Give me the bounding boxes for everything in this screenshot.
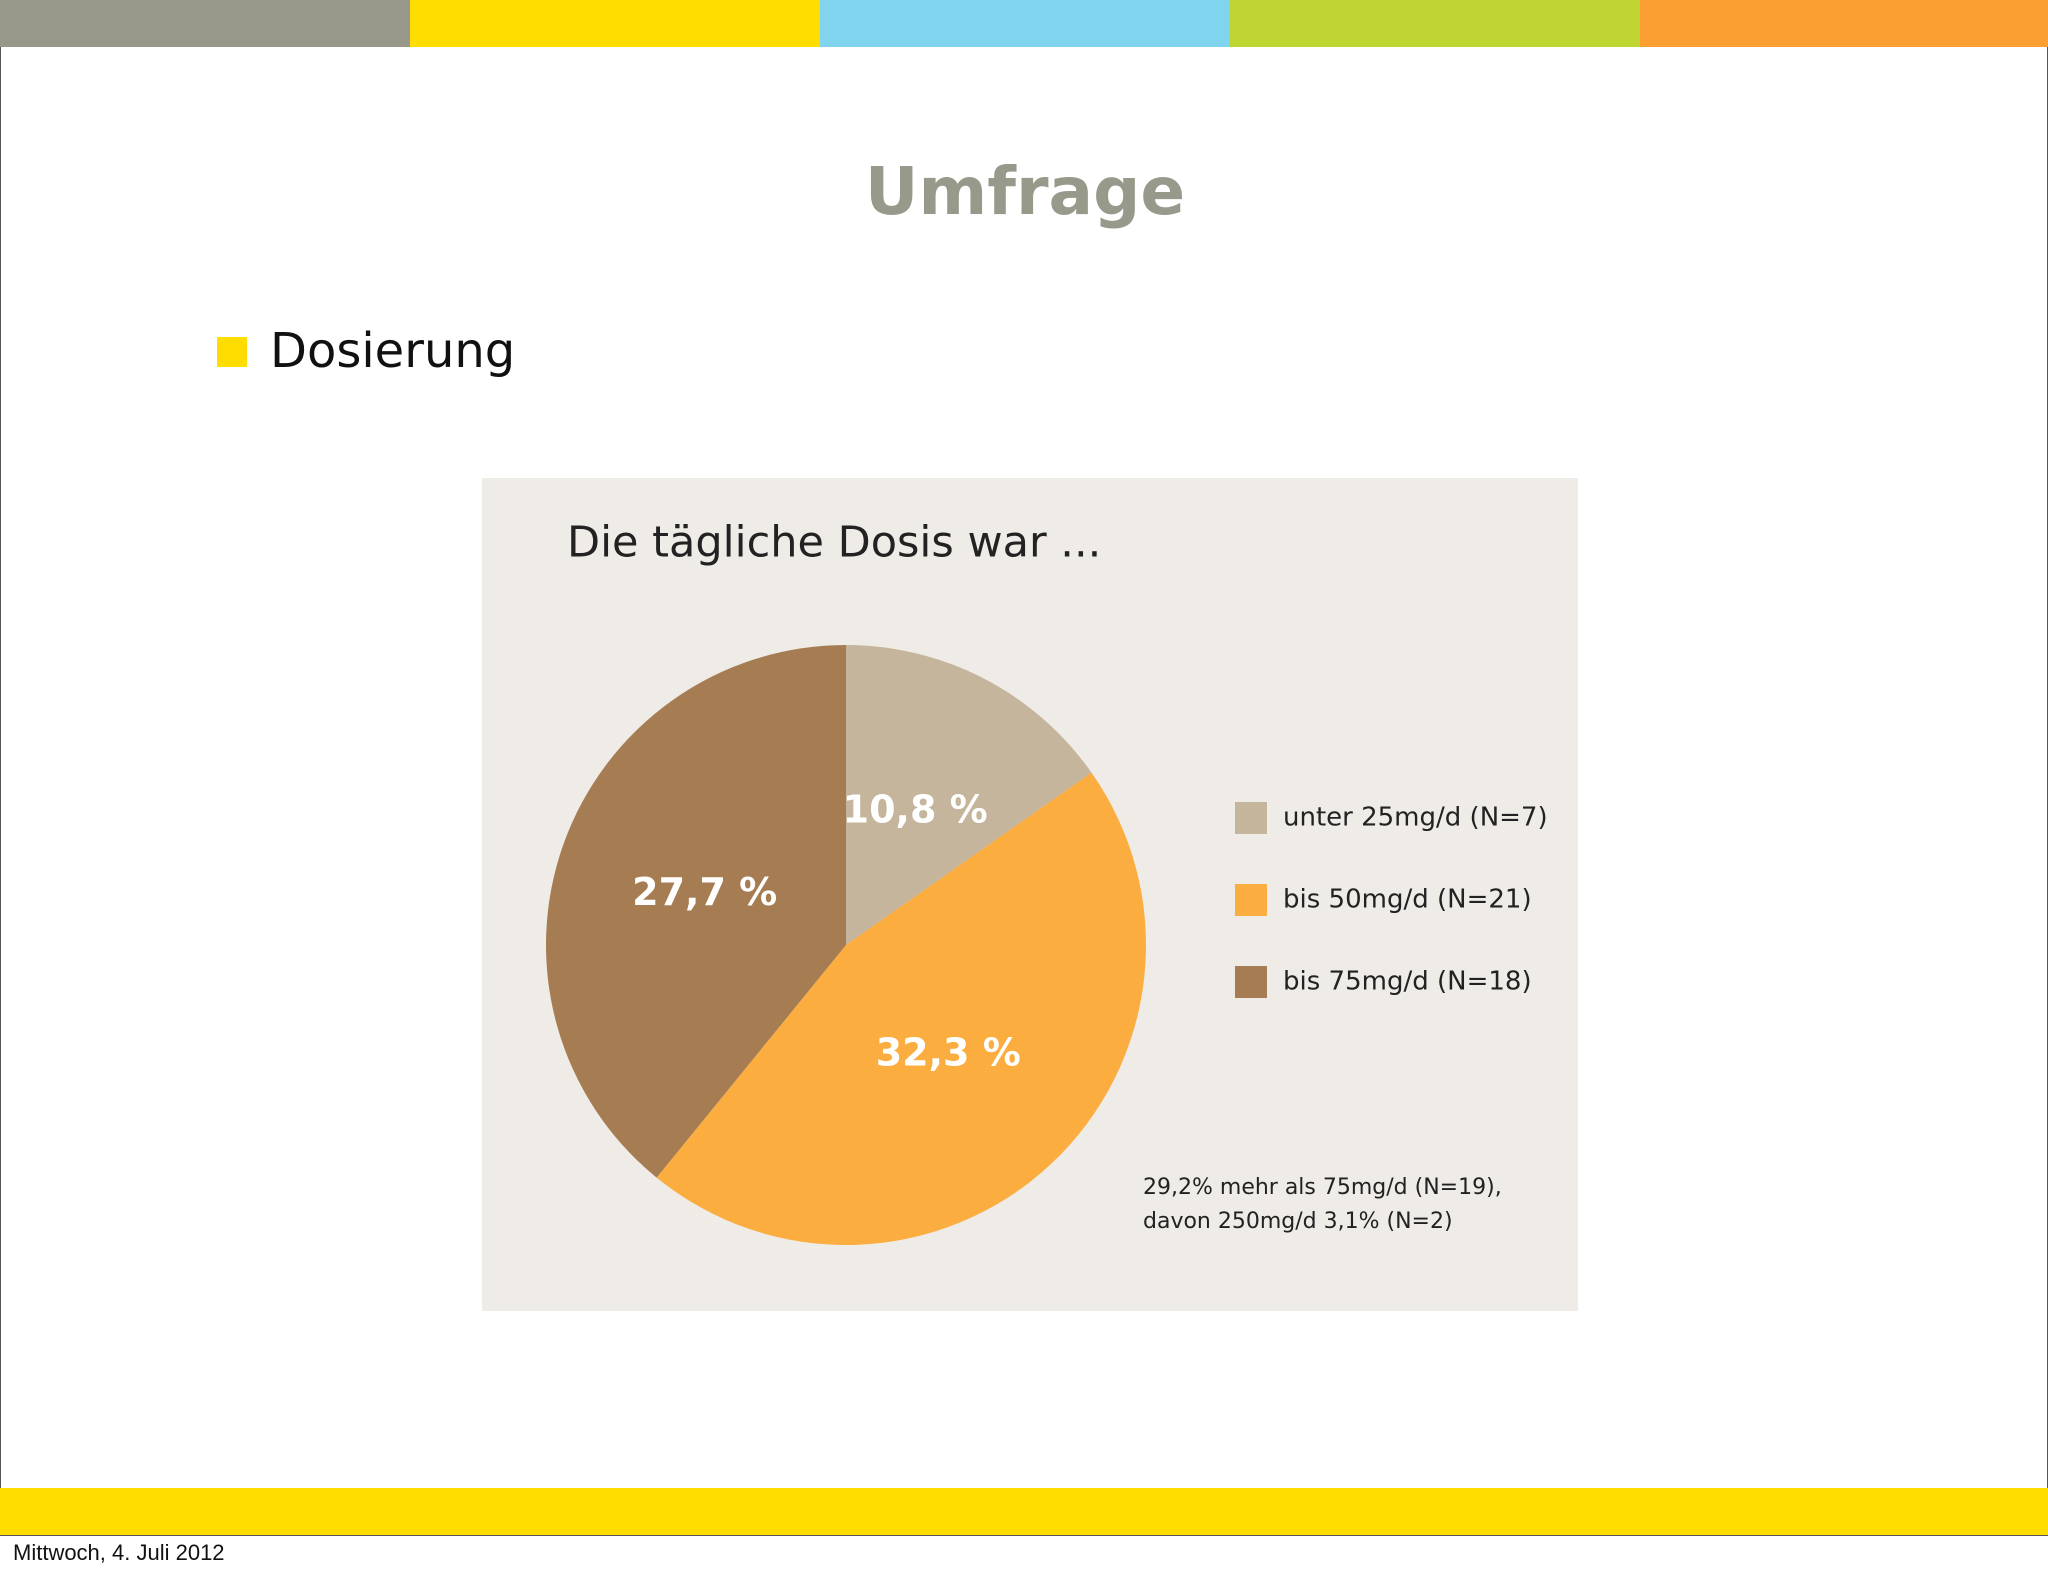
chart-title: Die tägliche Dosis war ... — [567, 518, 1101, 568]
legend-label: unter 25mg/d (N=7) — [1283, 803, 1548, 833]
top-bar — [0, 0, 410, 47]
legend-swatch — [1235, 884, 1267, 916]
bottom-bar — [0, 1488, 2048, 1535]
top-bar — [410, 0, 820, 47]
bullet-square — [217, 337, 247, 367]
pie-slice — [846, 645, 1092, 945]
annotation: 29,2% mehr als 75mg/d (N=19), — [1143, 1175, 1502, 1200]
annotation: davon 250mg/d 3,1% (N=2) — [1143, 1209, 1453, 1234]
legend-swatch — [1235, 966, 1267, 998]
legend-swatch — [1235, 802, 1267, 834]
pie-slice — [546, 645, 846, 1178]
top-bar — [1640, 0, 2048, 47]
legend-label: bis 50mg/d (N=21) — [1283, 885, 1532, 915]
value-label: 32,3 % — [876, 1030, 1021, 1074]
legend-label: bis 75mg/d (N=18) — [1283, 967, 1532, 997]
bullet-text: Dosierung — [270, 323, 515, 379]
footer-date: Mittwoch, 4. Juli 2012 — [13, 1540, 225, 1565]
slide-title: Umfrage — [865, 153, 1185, 230]
pie-slice — [656, 772, 1146, 1245]
top-bar — [820, 0, 1230, 47]
value-label: 10,8 % — [843, 787, 988, 831]
top-bar — [1230, 0, 1640, 47]
value-label: 27,7 % — [632, 870, 777, 914]
